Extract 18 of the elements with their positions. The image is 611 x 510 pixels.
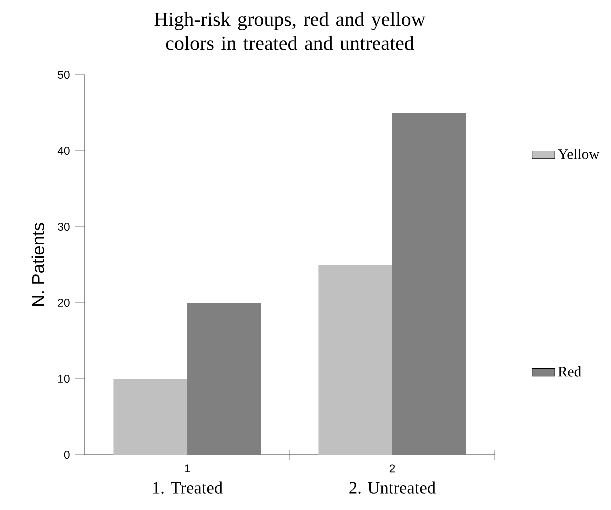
bar — [318, 264, 392, 455]
x-tick-label: 1 — [185, 464, 190, 472]
y-tick-label: 40 — [58, 146, 70, 155]
bar — [114, 378, 188, 455]
y-tick-label: 0 — [64, 450, 70, 459]
text: 1. Treated — [153, 482, 223, 494]
y-axis-title: N. Patients — [32, 223, 45, 306]
bar — [392, 112, 466, 455]
y-tick-label: 50 — [58, 70, 70, 79]
legend-label: Yellow — [558, 149, 600, 160]
chart-title: High-risk groups, red and yellow colors in treated and untreated — [154, 12, 426, 50]
legend-label: Red — [558, 366, 582, 377]
bar — [188, 302, 262, 455]
y-tick-label: 10 — [58, 374, 70, 383]
y-tick-label: 30 — [58, 222, 70, 231]
text: 2. Untreated — [350, 482, 436, 494]
x-tick-label: 2 — [390, 464, 396, 473]
y-tick-label: 20 — [58, 298, 70, 307]
